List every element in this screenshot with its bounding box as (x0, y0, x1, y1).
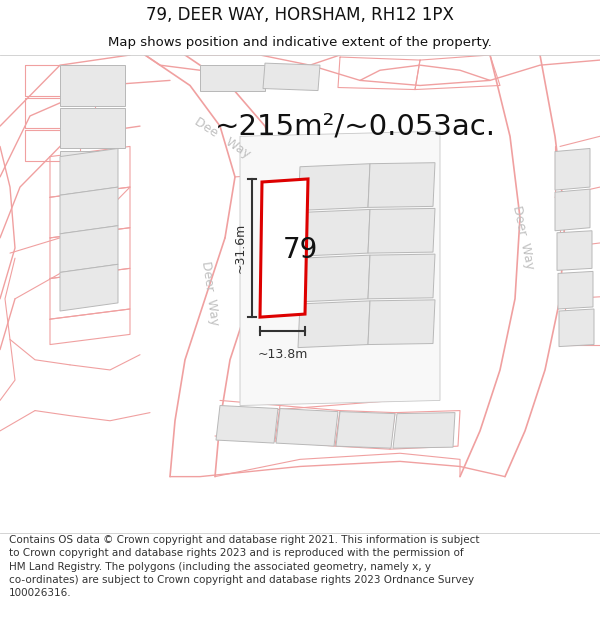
Text: ~31.6m: ~31.6m (233, 223, 247, 273)
Text: ~215m²/~0.053ac.: ~215m²/~0.053ac. (215, 112, 496, 140)
Text: ~13.8m: ~13.8m (257, 348, 308, 361)
Polygon shape (276, 409, 338, 446)
Polygon shape (368, 208, 435, 253)
Text: Deer  Way: Deer Way (199, 261, 221, 327)
Polygon shape (559, 309, 594, 347)
Polygon shape (336, 412, 395, 448)
Text: Contains OS data © Crown copyright and database right 2021. This information is : Contains OS data © Crown copyright and d… (9, 535, 479, 598)
Polygon shape (368, 300, 435, 344)
Polygon shape (60, 187, 118, 234)
Polygon shape (558, 271, 593, 309)
Polygon shape (260, 179, 308, 317)
Polygon shape (298, 164, 370, 211)
Polygon shape (557, 231, 592, 271)
Polygon shape (555, 189, 590, 231)
Text: Map shows position and indicative extent of the property.: Map shows position and indicative extent… (108, 36, 492, 49)
Polygon shape (368, 162, 435, 208)
Text: Dee   Way: Dee Way (191, 116, 253, 161)
Polygon shape (298, 209, 370, 256)
Polygon shape (60, 65, 125, 106)
Text: 79, DEER WAY, HORSHAM, RH12 1PX: 79, DEER WAY, HORSHAM, RH12 1PX (146, 6, 454, 24)
Polygon shape (263, 63, 320, 91)
Polygon shape (368, 254, 435, 299)
Polygon shape (298, 301, 370, 348)
Text: Deer  Way: Deer Way (510, 205, 536, 271)
Polygon shape (60, 108, 125, 149)
Polygon shape (60, 226, 118, 272)
Polygon shape (216, 406, 278, 443)
Polygon shape (60, 149, 118, 195)
Polygon shape (393, 412, 455, 448)
Polygon shape (200, 65, 265, 91)
Polygon shape (60, 151, 105, 187)
Polygon shape (555, 149, 590, 190)
Polygon shape (60, 264, 118, 311)
Polygon shape (240, 131, 440, 406)
Text: 79: 79 (283, 236, 317, 264)
Polygon shape (298, 255, 370, 302)
